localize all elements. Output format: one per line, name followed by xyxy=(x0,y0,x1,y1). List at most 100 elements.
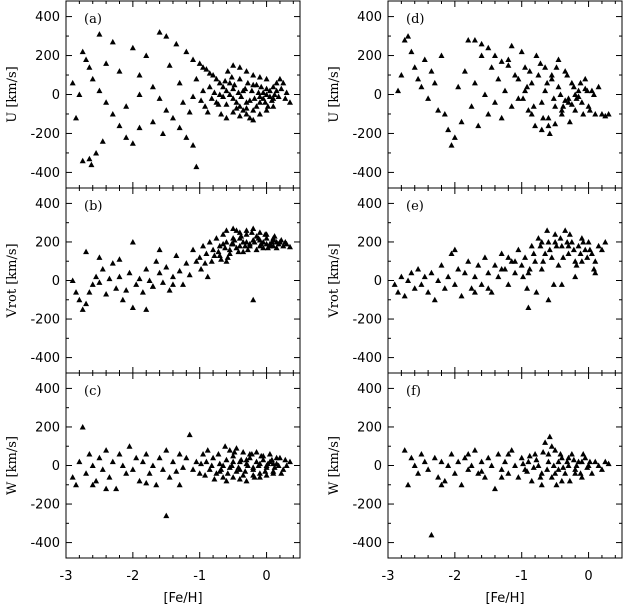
data-point xyxy=(129,304,136,310)
data-point xyxy=(231,449,238,455)
data-point xyxy=(220,83,227,90)
y-tick-label: 200 xyxy=(357,235,382,250)
data-point xyxy=(256,237,263,243)
data-point xyxy=(572,466,579,472)
data-point xyxy=(546,130,553,136)
data-point xyxy=(498,250,505,257)
data-point xyxy=(580,110,587,117)
data-point xyxy=(458,481,465,488)
data-point xyxy=(555,56,562,62)
data-point xyxy=(93,477,100,484)
data-point xyxy=(491,52,498,59)
data-point xyxy=(577,79,584,86)
data-point xyxy=(193,163,200,170)
y-tick-label: -200 xyxy=(30,498,60,513)
data-point xyxy=(471,36,478,43)
data-point xyxy=(526,452,533,459)
data-point xyxy=(169,281,176,287)
data-point xyxy=(250,472,257,478)
data-point xyxy=(564,72,571,78)
data-point xyxy=(488,462,495,468)
data-point xyxy=(204,109,211,115)
data-point xyxy=(256,229,263,235)
data-point xyxy=(488,64,495,70)
data-point xyxy=(560,254,567,260)
data-points xyxy=(69,29,293,170)
y-tick-label: 400 xyxy=(35,197,60,212)
data-point xyxy=(465,466,472,472)
data-point xyxy=(580,450,587,457)
data-point xyxy=(270,95,277,101)
data-point xyxy=(242,468,249,474)
data-point xyxy=(242,242,249,249)
data-point xyxy=(408,269,415,276)
data-point xyxy=(196,470,203,476)
y-tick-label: -200 xyxy=(30,313,60,328)
data-point xyxy=(236,103,243,109)
data-point xyxy=(240,449,247,455)
data-point xyxy=(522,64,529,70)
data-point xyxy=(478,40,485,47)
data-point xyxy=(79,48,86,55)
data-point xyxy=(258,83,265,90)
y-tick-label: -200 xyxy=(30,127,60,142)
data-point xyxy=(270,235,277,241)
data-point xyxy=(248,87,255,94)
data-point xyxy=(143,306,150,312)
data-point xyxy=(526,68,533,74)
data-points xyxy=(391,227,609,310)
data-point xyxy=(558,477,565,484)
data-point xyxy=(588,250,595,257)
x-axis-label: [Fe/H] xyxy=(163,591,202,606)
data-point xyxy=(226,250,233,257)
data-point xyxy=(505,450,512,457)
data-point xyxy=(220,231,227,237)
data-point xyxy=(455,458,462,465)
data-point xyxy=(565,462,572,468)
data-point xyxy=(283,462,290,468)
data-point xyxy=(595,462,602,468)
data-point xyxy=(76,91,83,97)
data-point xyxy=(96,87,103,94)
data-point xyxy=(557,450,564,457)
data-point xyxy=(565,99,572,105)
data-point xyxy=(278,470,285,476)
data-point xyxy=(590,265,597,272)
data-point xyxy=(558,242,565,249)
data-point xyxy=(555,466,562,472)
data-point xyxy=(485,454,492,461)
data-point xyxy=(524,468,531,474)
data-points xyxy=(395,33,612,148)
data-point xyxy=(508,447,515,453)
data-point xyxy=(163,107,170,113)
data-point xyxy=(248,229,255,235)
data-point xyxy=(565,250,572,257)
data-point xyxy=(478,458,485,465)
data-point xyxy=(243,68,250,74)
data-point xyxy=(528,79,535,86)
data-point xyxy=(246,114,253,121)
data-point xyxy=(226,246,233,253)
data-point xyxy=(99,466,106,472)
data-point xyxy=(268,238,275,245)
data-point xyxy=(273,79,280,86)
x-tick-label: 0 xyxy=(584,569,592,584)
data-point xyxy=(275,462,282,468)
data-point xyxy=(156,454,163,461)
data-point xyxy=(572,273,579,280)
data-point xyxy=(256,470,263,476)
data-point xyxy=(250,72,257,78)
data-point xyxy=(253,246,260,253)
data-point xyxy=(435,474,442,480)
data-point xyxy=(572,91,579,97)
data-point xyxy=(222,443,229,449)
data-point xyxy=(548,443,555,449)
data-point xyxy=(582,454,589,461)
data-point xyxy=(592,110,599,117)
panel-label: (e) xyxy=(406,199,424,214)
data-point xyxy=(584,464,591,470)
data-point xyxy=(512,258,519,264)
data-point xyxy=(552,103,559,109)
data-point xyxy=(93,149,100,156)
data-point xyxy=(240,87,247,94)
